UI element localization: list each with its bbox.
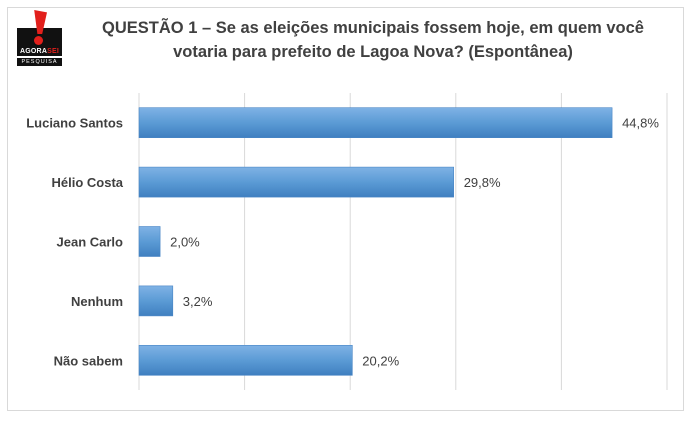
category-label: Hélio Costa: [51, 175, 123, 190]
value-label: 29,8%: [464, 175, 501, 190]
exclamation-dot-icon: [34, 36, 43, 45]
value-label: 2,0%: [170, 235, 200, 250]
bar-0: [138, 107, 613, 138]
value-label: 44,8%: [622, 116, 659, 131]
value-label: 3,2%: [183, 294, 213, 309]
bar-4: [138, 344, 353, 376]
bar-2: [138, 226, 161, 257]
chart-title: QUESTÃO 1 – Se as eleições municipais fo…: [68, 16, 678, 64]
logo-brand: AGORASEI: [20, 48, 59, 55]
bar-1: [138, 166, 454, 198]
chart-frame: [7, 7, 684, 411]
logo-subtitle: PESQUISA: [17, 58, 62, 66]
category-label: Jean Carlo: [57, 235, 124, 250]
chart-title-line1: QUESTÃO 1 – Se as eleições municipais fo…: [102, 19, 644, 37]
category-label: Luciano Santos: [26, 116, 123, 131]
agora-sei-logo: AGORASEI PESQUISA: [17, 10, 62, 68]
value-label: 20,2%: [362, 353, 399, 368]
chart-title-line2: votaria para prefeito de Lagoa Nova? (Es…: [173, 43, 573, 61]
category-label: Nenhum: [71, 294, 123, 309]
category-label: Não sabem: [54, 353, 123, 368]
bar-3: [138, 285, 174, 317]
